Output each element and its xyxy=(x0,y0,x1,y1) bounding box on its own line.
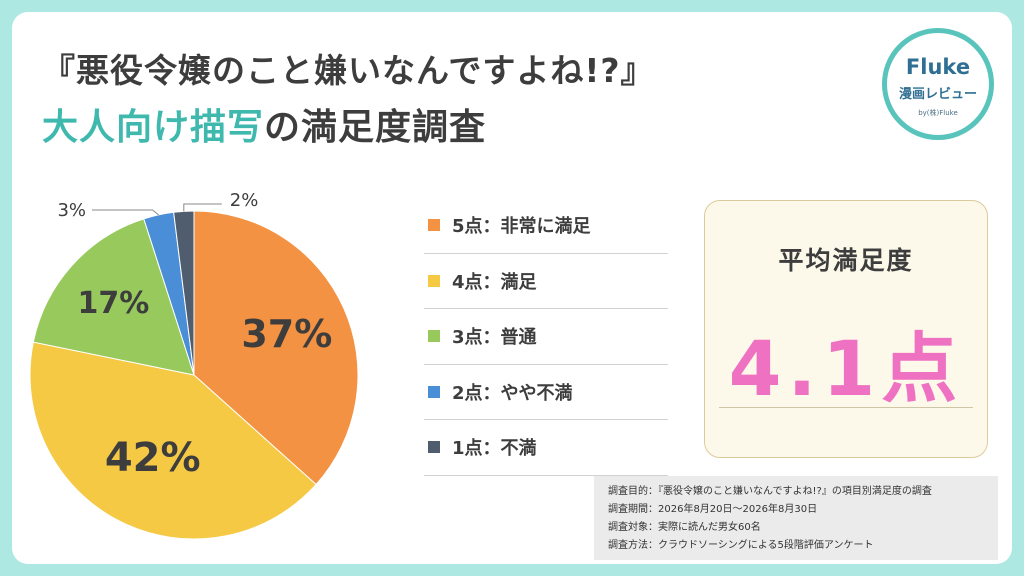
legend-swatch xyxy=(428,330,440,343)
legend-item: 3点：普通 xyxy=(424,309,668,365)
legend-label: 2点：やや不満 xyxy=(452,382,573,404)
legend-item: 2点：やや不満 xyxy=(424,365,668,420)
logo-byline: by(株)Fluke xyxy=(918,109,958,117)
legend-item: 4点：満足 xyxy=(424,254,668,309)
survey-note-line: 調査目的：『悪役令嬢のこと嫌いなんですよね!?』の項目別満足度の調査 xyxy=(608,486,932,497)
subtitle-highlight: 大人向け描写 xyxy=(42,107,265,148)
legend-swatch xyxy=(428,385,440,398)
survey-note-line: 調査対象：実際に読んだ男女60名 xyxy=(608,522,761,533)
logo-subtitle: 漫画レビュー xyxy=(898,87,977,102)
survey-note-line: 調査期間：2026年8月20日～2026年8月30日 xyxy=(608,504,818,515)
average-underline xyxy=(719,407,973,408)
page-subtitle: 大人向け描写の満足度調査 xyxy=(42,98,486,150)
legend-label: 3点：普通 xyxy=(452,327,537,349)
legend-label: 1点：不満 xyxy=(452,438,537,460)
logo-brand: Fluke xyxy=(905,55,971,79)
chart-legend: 5点：非常に満足 4点：満足 3点：普通 2点：やや不満 1点：不満 xyxy=(424,198,668,476)
legend-item: 5点：非常に満足 xyxy=(424,198,668,254)
legend-label: 4点：満足 xyxy=(452,271,537,293)
average-value: 4.1点 xyxy=(728,324,964,413)
subtitle-rest: の満足度調査 xyxy=(264,107,487,148)
average-score-box: 平均満足度 4.1点 xyxy=(704,200,988,458)
fluke-logo: Fluke 漫画レビュー by(株)Fluke xyxy=(882,28,994,140)
legend-swatch xyxy=(428,219,440,232)
legend-swatch xyxy=(428,441,440,454)
survey-notes: 調査目的：『悪役令嬢のこと嫌いなんですよね!?』の項目別満足度の調査 調査期間：2… xyxy=(594,476,998,560)
survey-note-line: 調査方法：クラウドソーシングによる5段階評価アンケート xyxy=(608,540,874,551)
legend-item: 1点：不満 xyxy=(424,420,668,476)
average-label: 平均満足度 xyxy=(778,246,914,275)
legend-swatch xyxy=(428,274,440,287)
page-title: 『悪役令嬢のこと嫌いなんですよね!?』 xyxy=(42,51,655,90)
legend-label: 5点：非常に満足 xyxy=(452,216,591,238)
